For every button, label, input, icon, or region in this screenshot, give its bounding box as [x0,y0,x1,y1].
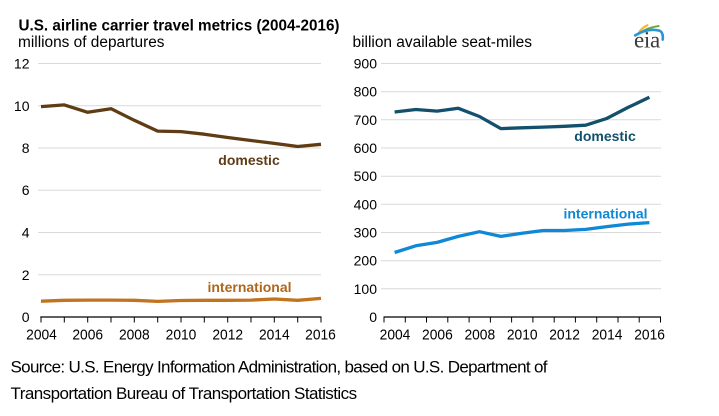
svg-text:2014: 2014 [592,327,623,344]
svg-text:2010: 2010 [166,327,197,344]
svg-text:2012: 2012 [212,327,243,344]
svg-text:international: international [563,206,647,222]
svg-text:600: 600 [354,140,378,156]
svg-text:300: 300 [354,225,378,241]
svg-text:2: 2 [22,267,30,283]
svg-text:2014: 2014 [259,327,290,344]
svg-text:400: 400 [354,196,378,212]
svg-text:domestic: domestic [574,128,636,144]
svg-text:2008: 2008 [119,327,150,344]
svg-text:eia: eia [634,28,660,53]
svg-text:2016: 2016 [634,327,665,344]
svg-text:100: 100 [354,281,378,297]
svg-text:10: 10 [14,98,30,114]
svg-text:6: 6 [22,182,30,198]
svg-text:0: 0 [369,309,377,325]
svg-text:billion available seat-miles: billion available seat-miles [353,34,533,51]
svg-text:800: 800 [354,84,378,100]
svg-text:8: 8 [22,140,30,156]
svg-text:0: 0 [22,309,30,325]
svg-text:2010: 2010 [507,327,538,344]
svg-text:900: 900 [354,56,378,72]
svg-text:500: 500 [354,168,378,184]
svg-text:2006: 2006 [72,327,103,344]
svg-text:2006: 2006 [422,327,453,344]
svg-text:12: 12 [14,56,30,72]
svg-text:700: 700 [354,112,378,128]
svg-text:Transportation Bureau of Trans: Transportation Bureau of Transportation … [11,384,357,403]
svg-text:2008: 2008 [464,327,495,344]
svg-text:U.S. airline carrier travel me: U.S. airline carrier travel metrics (200… [19,17,340,34]
svg-text:2016: 2016 [305,327,336,344]
svg-text:international: international [207,279,291,295]
svg-text:Source: U.S. Energy Informatio: Source: U.S. Energy Information Administ… [11,358,548,377]
svg-text:2012: 2012 [549,327,580,344]
svg-text:4: 4 [22,225,30,241]
svg-text:millions of departures: millions of departures [18,34,165,51]
svg-text:200: 200 [354,253,378,269]
svg-text:domestic: domestic [218,152,280,168]
svg-text:2004: 2004 [380,327,411,344]
svg-text:2004: 2004 [26,327,57,344]
